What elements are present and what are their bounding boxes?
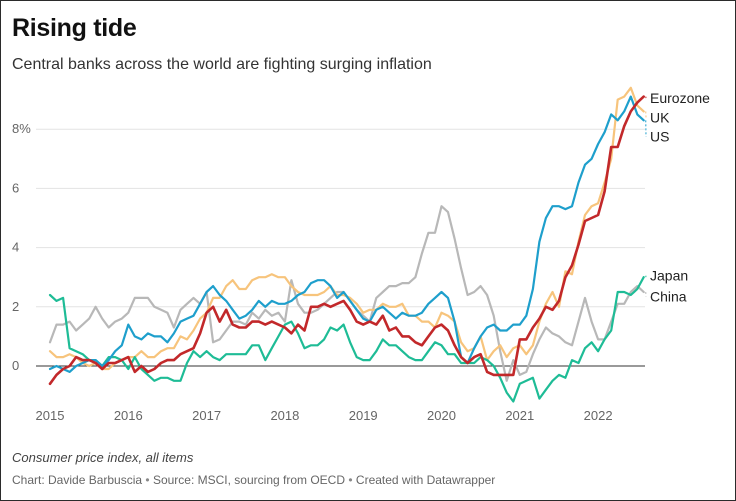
y-tick-label: 2 [12, 299, 19, 314]
chart-subtitle: Central banks across the world are fight… [12, 56, 432, 73]
series-label-eurozone: Eurozone [650, 90, 710, 106]
credit-separator: • [145, 473, 150, 487]
x-tick-label: 2018 [270, 408, 299, 423]
series-direct-labels: Eurozone UK US Japan China [645, 90, 710, 304]
gridlines [36, 128, 645, 367]
x-tick-label: 2022 [584, 408, 613, 423]
y-axis-tick-labels: 0 2 4 6 8% [12, 121, 31, 373]
series-line-uk [48, 86, 645, 371]
x-tick-label: 2016 [114, 408, 143, 423]
x-axis-tick-labels: 2015 2016 2017 2018 2019 2020 2021 2022 [36, 408, 613, 423]
y-tick-label: 6 [12, 180, 19, 195]
credit-created-with: Created with Datawrapper [355, 473, 496, 487]
credit-author: Chart: Davide Barbuscia [12, 473, 143, 487]
y-tick-label: 8% [12, 121, 31, 136]
x-tick-label: 2019 [349, 408, 378, 423]
chart-title: Rising tide [12, 14, 137, 42]
series-line-japan [48, 276, 645, 403]
credit-separator: • [348, 473, 353, 487]
x-tick-label: 2015 [36, 408, 65, 423]
y-tick-label: 0 [12, 358, 19, 373]
y-tick-label: 4 [12, 240, 19, 255]
series-label-us: US [650, 129, 669, 145]
series-label-japan: Japan [650, 268, 688, 284]
series-label-uk: UK [650, 109, 670, 125]
series-label-china: China [650, 288, 687, 304]
credit-source: Source: MSCI, sourcing from OECD [152, 473, 346, 487]
x-tick-label: 2020 [427, 408, 456, 423]
series-line-us [48, 95, 645, 373]
chart-credit: Chart: Davide Barbuscia • Source: MSCI, … [12, 473, 495, 487]
chart-note: Consumer price index, all items [12, 450, 194, 465]
series-lines [48, 86, 645, 403]
x-tick-label: 2021 [505, 408, 534, 423]
x-tick-label: 2017 [192, 408, 221, 423]
series-line-eurozone [48, 95, 645, 386]
